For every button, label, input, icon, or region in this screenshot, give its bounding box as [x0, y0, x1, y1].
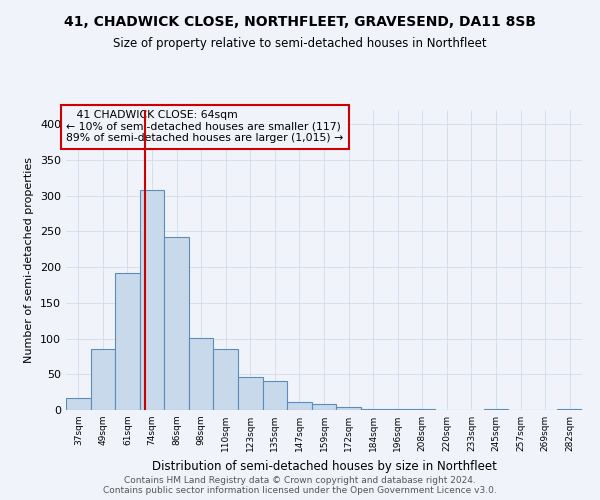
- Bar: [263, 382, 287, 410]
- Bar: [91, 350, 115, 410]
- Bar: [336, 407, 361, 410]
- Bar: [312, 404, 336, 410]
- Bar: [66, 398, 91, 410]
- Y-axis label: Number of semi-detached properties: Number of semi-detached properties: [25, 157, 34, 363]
- Text: Contains HM Land Registry data © Crown copyright and database right 2024.
Contai: Contains HM Land Registry data © Crown c…: [103, 476, 497, 495]
- Bar: [164, 237, 189, 410]
- Bar: [214, 350, 238, 410]
- X-axis label: Distribution of semi-detached houses by size in Northfleet: Distribution of semi-detached houses by …: [152, 460, 496, 472]
- Text: 41 CHADWICK CLOSE: 64sqm
← 10% of semi-detached houses are smaller (117)
89% of : 41 CHADWICK CLOSE: 64sqm ← 10% of semi-d…: [66, 110, 343, 143]
- Text: Size of property relative to semi-detached houses in Northfleet: Size of property relative to semi-detach…: [113, 38, 487, 51]
- Bar: [238, 377, 263, 410]
- Bar: [189, 338, 214, 410]
- Text: 41, CHADWICK CLOSE, NORTHFLEET, GRAVESEND, DA11 8SB: 41, CHADWICK CLOSE, NORTHFLEET, GRAVESEN…: [64, 15, 536, 29]
- Bar: [140, 190, 164, 410]
- Bar: [115, 273, 140, 410]
- Bar: [287, 402, 312, 410]
